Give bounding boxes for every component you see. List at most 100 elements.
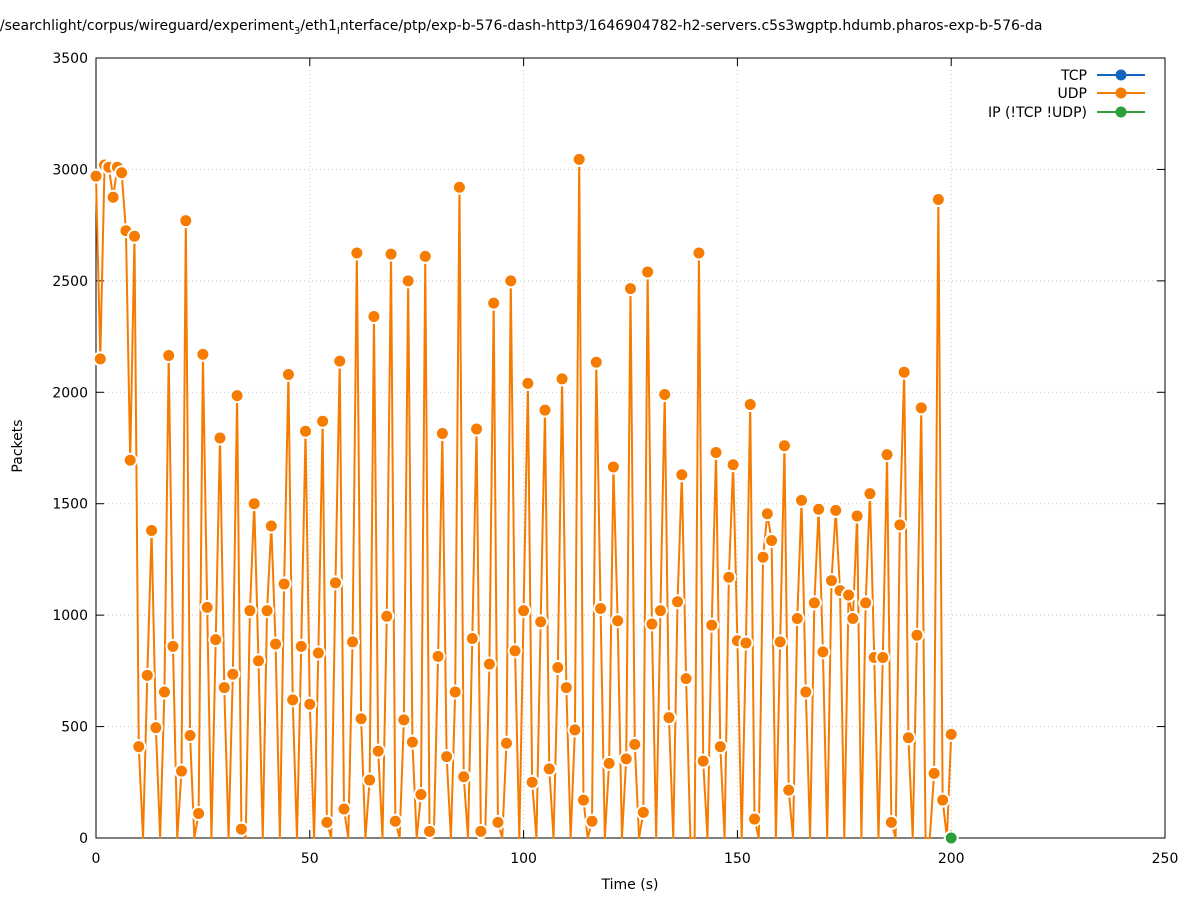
x-tick-label: 100 <box>510 851 537 867</box>
udp-data-point <box>242 603 258 619</box>
udp-data-point <box>738 635 754 651</box>
udp-data-point <box>178 213 194 229</box>
udp-data-point <box>302 696 318 712</box>
udp-data-point <box>567 722 583 738</box>
udp-data-point <box>721 569 737 585</box>
x-tick-label: 200 <box>938 851 965 867</box>
udp-data-point <box>900 730 916 746</box>
legend-marker <box>1115 106 1127 118</box>
y-tick-label: 3500 <box>52 51 88 67</box>
udp-data-point <box>772 634 788 650</box>
udp-data-point <box>285 692 301 708</box>
udp-data-point <box>250 653 266 669</box>
udp-data-point <box>691 245 707 261</box>
udp-data-point <box>486 295 502 311</box>
udp-data-point <box>208 632 224 648</box>
udp-data-point <box>464 631 480 647</box>
udp-data-point <box>233 821 249 837</box>
udp-data-point <box>571 151 587 167</box>
udp-data-point <box>182 727 198 743</box>
udp-data-point <box>439 749 455 765</box>
udp-data-point <box>229 388 245 404</box>
legend-marker <box>1115 87 1127 99</box>
udp-data-point <box>451 179 467 195</box>
udp-data-point <box>366 309 382 325</box>
udp-data-point <box>246 496 262 512</box>
udp-data-point <box>755 549 771 565</box>
udp-data-point <box>199 599 215 615</box>
udp-data-point <box>524 774 540 790</box>
udp-data-point <box>652 603 668 619</box>
udp-data-point <box>533 614 549 630</box>
udp-data-point <box>503 273 519 289</box>
legend-label: TCP <box>1060 68 1087 84</box>
udp-data-point <box>841 587 857 603</box>
udp-data-point <box>764 532 780 548</box>
udp-data-point <box>892 517 908 533</box>
udp-data-point <box>823 573 839 589</box>
udp-data-point <box>212 430 228 446</box>
udp-data-point <box>806 595 822 611</box>
udp-data-point <box>490 814 506 830</box>
udp-data-point <box>554 371 570 387</box>
udp-data-point <box>879 447 895 463</box>
udp-data-point <box>122 452 138 468</box>
y-tick-label: 2500 <box>52 274 88 290</box>
udp-data-point <box>845 610 861 626</box>
udp-data-point <box>379 608 395 624</box>
y-tick-label: 500 <box>61 720 88 736</box>
udp-data-point <box>126 228 142 244</box>
udp-data-point <box>156 684 172 700</box>
udp-data-point <box>883 814 899 830</box>
udp-data-point <box>400 273 416 289</box>
udp-data-point <box>657 387 673 403</box>
udp-data-point <box>469 421 485 437</box>
udp-data-point <box>336 801 352 817</box>
udp-data-point <box>298 423 314 439</box>
udp-data-point <box>422 823 438 839</box>
udp-data-point <box>481 656 497 672</box>
y-tick-label: 1000 <box>52 608 88 624</box>
udp-data-point <box>276 576 292 592</box>
udp-data-point <box>593 600 609 616</box>
udp-data-point <box>725 457 741 473</box>
udp-data-point <box>742 397 758 413</box>
udp-data-point <box>776 438 792 454</box>
udp-data-point <box>541 761 557 777</box>
udp-data-point <box>396 712 412 728</box>
udp-data-point <box>191 805 207 821</box>
udp-data-point <box>280 366 296 382</box>
udp-data-point <box>473 823 489 839</box>
udp-data-point <box>811 501 827 517</box>
y-tick-label: 2000 <box>52 385 88 401</box>
udp-data-point <box>114 165 130 181</box>
udp-data-point <box>695 753 711 769</box>
udp-data-point <box>362 772 378 788</box>
udp-data-point <box>144 522 160 538</box>
udp-data-point <box>216 680 232 696</box>
udp-data-point <box>537 402 553 418</box>
udp-data-point <box>862 486 878 502</box>
ip-data-point <box>943 830 959 846</box>
udp-data-point <box>148 720 164 736</box>
x-tick-label: 150 <box>724 851 751 867</box>
udp-data-point <box>174 763 190 779</box>
udp-data-point <box>332 353 348 369</box>
udp-data-point <box>195 346 211 362</box>
udp-data-point <box>507 643 523 659</box>
udp-data-point <box>319 814 335 830</box>
udp-data-point <box>712 739 728 755</box>
udp-data-point <box>498 735 514 751</box>
udp-data-point <box>794 492 810 508</box>
udp-data-point <box>139 667 155 683</box>
udp-data-point <box>781 782 797 798</box>
udp-data-point <box>708 444 724 460</box>
udp-data-point <box>417 248 433 264</box>
udp-data-point <box>909 627 925 643</box>
y-tick-label: 0 <box>79 831 88 847</box>
udp-data-point <box>327 575 343 591</box>
legend-label: UDP <box>1058 86 1087 102</box>
udp-data-point <box>550 660 566 676</box>
legend-label: IP (!TCP !UDP) <box>988 105 1087 121</box>
udp-data-point <box>92 351 108 367</box>
